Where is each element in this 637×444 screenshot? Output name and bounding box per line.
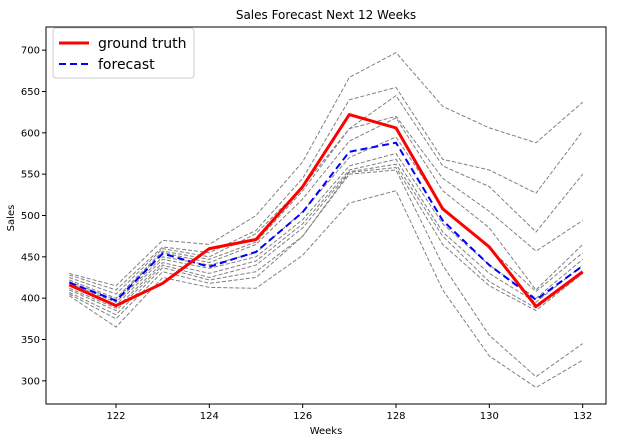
sample-line-11: [69, 169, 583, 378]
y-tick-label: 600: [21, 128, 40, 139]
y-tick-label: 550: [21, 170, 40, 181]
x-axis-label: Weeks: [310, 426, 343, 437]
x-tick-label: 126: [293, 411, 312, 422]
sample-line-12: [69, 190, 583, 389]
legend: ground truth forecast: [52, 27, 195, 79]
sample-line-2: [69, 86, 584, 291]
legend-box: [52, 27, 195, 79]
series-line-forecast: [68, 141, 584, 302]
x-axis-ticks: 122 124 126 128 130 132: [106, 404, 592, 422]
sample-line-3: [69, 94, 584, 295]
chart-title: Sales Forecast Next 12 Weeks: [236, 8, 416, 22]
x-tick-label: 132: [573, 411, 592, 422]
legend-label-forecast: forecast: [98, 57, 155, 73]
x-tick-label: 128: [386, 411, 405, 422]
series-line-ground-truth: [68, 113, 584, 308]
x-tick-label: 122: [106, 411, 125, 422]
sample-line-5: [69, 117, 584, 301]
y-tick-label: 300: [21, 376, 40, 387]
y-tick-label: 650: [21, 87, 40, 98]
sample-line-4: [69, 115, 583, 299]
y-tick-label: 500: [21, 211, 40, 222]
x-tick-label: 130: [480, 411, 499, 422]
sample-line-9: [69, 163, 583, 312]
y-axis-ticks: 300 350 400 450 500 550 600 650 700: [21, 46, 46, 387]
y-tick-label: 400: [21, 294, 40, 305]
legend-label-ground-truth: ground truth: [98, 36, 186, 52]
y-tick-label: 700: [21, 46, 40, 57]
sample-lines-group: [69, 51, 584, 389]
series-lines-group: [68, 113, 584, 308]
sample-line-10: [69, 166, 584, 316]
y-axis-label: Sales: [6, 205, 17, 232]
y-tick-label: 350: [21, 335, 40, 346]
x-tick-label: 124: [200, 411, 219, 422]
sample-line-8: [69, 158, 584, 309]
y-tick-label: 450: [21, 252, 40, 263]
sample-line-1: [69, 51, 584, 287]
